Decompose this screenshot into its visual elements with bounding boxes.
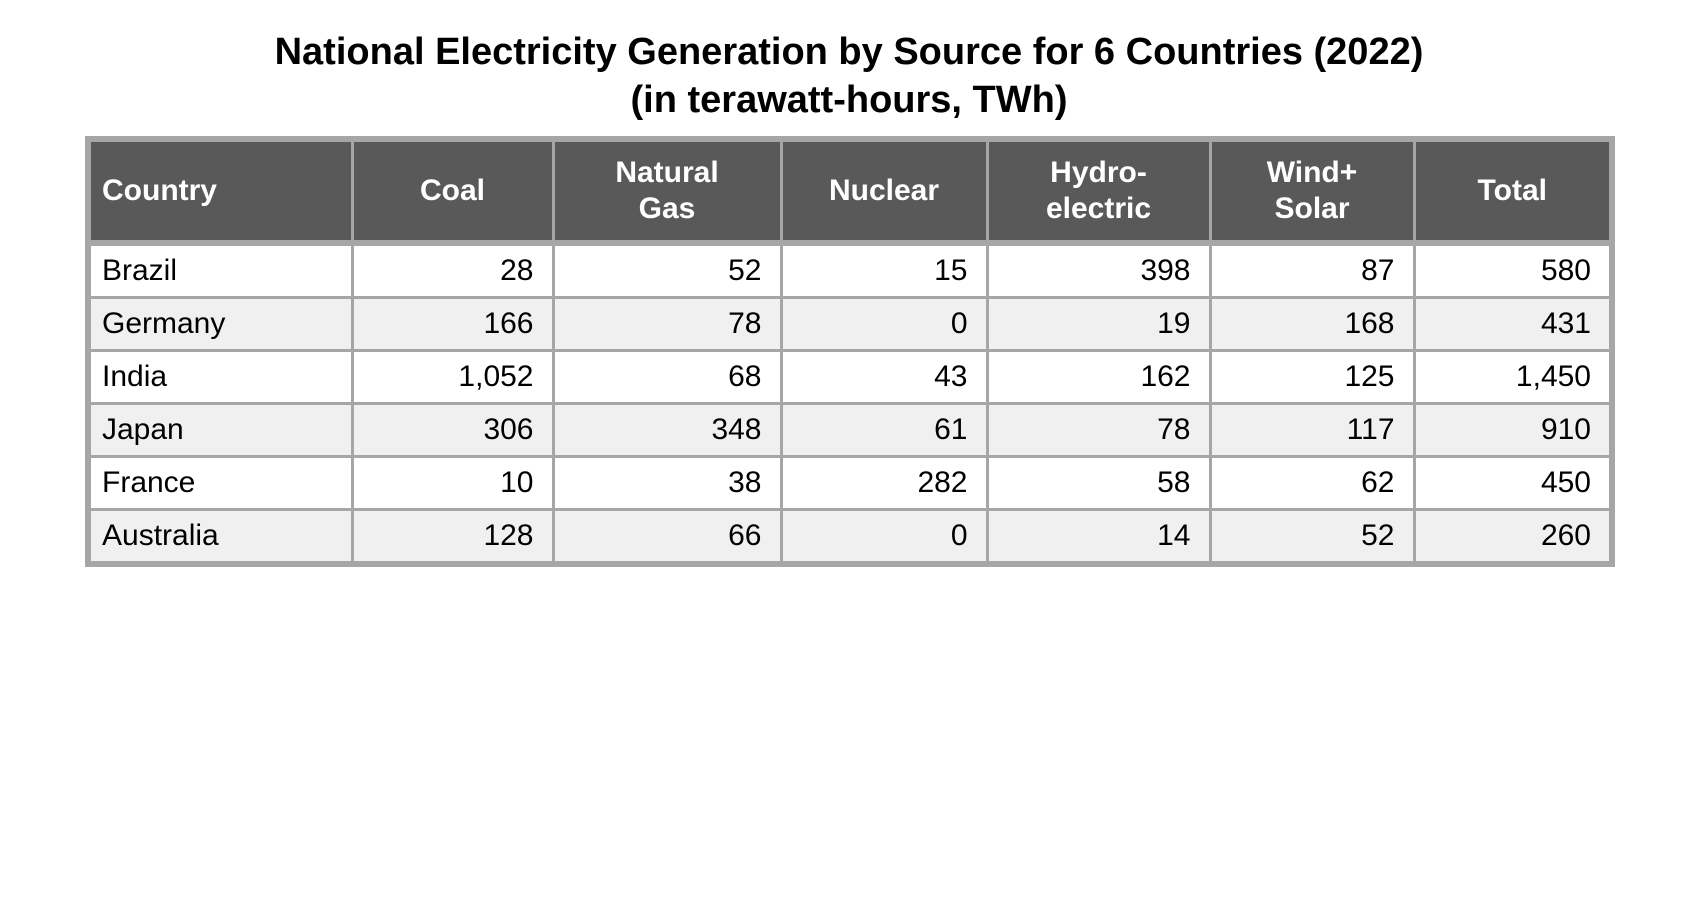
cell-country: Australia xyxy=(86,508,354,566)
cell-hydroelectric: 78 xyxy=(985,402,1212,458)
title-line-2: (in terawatt-hours, TWh) xyxy=(630,79,1068,121)
cell-nuclear: 282 xyxy=(779,455,989,511)
header-row: Country Coal Natural Gas Nuclear Hydro- … xyxy=(86,137,1614,246)
title-line-1: National Electricity Generation by Sourc… xyxy=(274,31,1424,73)
cell-coal: 128 xyxy=(350,508,555,566)
cell-country: India xyxy=(86,349,354,405)
cell-wind-solar: 125 xyxy=(1208,349,1416,405)
cell-nuclear: 61 xyxy=(779,402,989,458)
cell-total: 1,450 xyxy=(1412,349,1614,405)
cell-nuclear: 0 xyxy=(779,296,989,352)
cell-hydroelectric: 398 xyxy=(985,241,1212,299)
table-row-india: India 1,052 68 43 162 125 1,450 xyxy=(86,349,1614,405)
cell-wind-solar: 168 xyxy=(1208,296,1416,352)
column-header-country: Country xyxy=(86,137,354,246)
cell-wind-solar: 62 xyxy=(1208,455,1416,511)
cell-total: 580 xyxy=(1412,241,1614,299)
cell-coal: 306 xyxy=(350,402,555,458)
cell-natural-gas: 68 xyxy=(551,349,783,405)
cell-nuclear: 43 xyxy=(779,349,989,405)
cell-total: 910 xyxy=(1412,402,1614,458)
cell-total: 260 xyxy=(1412,508,1614,566)
column-header-hydroelectric: Hydro- electric xyxy=(985,137,1212,246)
cell-country: France xyxy=(86,455,354,511)
cell-natural-gas: 52 xyxy=(551,241,783,299)
table-row-australia: Australia 128 66 0 14 52 260 xyxy=(86,508,1614,566)
page-title: National Electricity Generation by Sourc… xyxy=(0,28,1698,124)
cell-total: 431 xyxy=(1412,296,1614,352)
cell-coal: 1,052 xyxy=(350,349,555,405)
cell-natural-gas: 348 xyxy=(551,402,783,458)
column-header-nuclear: Nuclear xyxy=(779,137,989,246)
cell-hydroelectric: 162 xyxy=(985,349,1212,405)
cell-coal: 10 xyxy=(350,455,555,511)
cell-total: 450 xyxy=(1412,455,1614,511)
cell-hydroelectric: 19 xyxy=(985,296,1212,352)
cell-coal: 28 xyxy=(350,241,555,299)
cell-nuclear: 0 xyxy=(779,508,989,566)
cell-coal: 166 xyxy=(350,296,555,352)
cell-wind-solar: 52 xyxy=(1208,508,1416,566)
column-header-natural-gas: Natural Gas xyxy=(551,137,783,246)
column-header-wind-solar: Wind+ Solar xyxy=(1208,137,1416,246)
cell-nuclear: 15 xyxy=(779,241,989,299)
cell-hydroelectric: 14 xyxy=(985,508,1212,566)
cell-country: Germany xyxy=(86,296,354,352)
table-row-france: France 10 38 282 58 62 450 xyxy=(86,455,1614,511)
cell-country: Japan xyxy=(86,402,354,458)
electricity-generation-table: Country Coal Natural Gas Nuclear Hydro- … xyxy=(85,136,1615,567)
table-row-germany: Germany 166 78 0 19 168 431 xyxy=(86,296,1614,352)
column-header-total: Total xyxy=(1412,137,1614,246)
cell-country: Brazil xyxy=(86,241,354,299)
cell-wind-solar: 87 xyxy=(1208,241,1416,299)
table-row-brazil: Brazil 28 52 15 398 87 580 xyxy=(86,241,1614,299)
column-header-coal: Coal xyxy=(350,137,555,246)
cell-natural-gas: 78 xyxy=(551,296,783,352)
cell-natural-gas: 38 xyxy=(551,455,783,511)
cell-wind-solar: 117 xyxy=(1208,402,1416,458)
table-row-japan: Japan 306 348 61 78 117 910 xyxy=(86,402,1614,458)
cell-hydroelectric: 58 xyxy=(985,455,1212,511)
cell-natural-gas: 66 xyxy=(551,508,783,566)
